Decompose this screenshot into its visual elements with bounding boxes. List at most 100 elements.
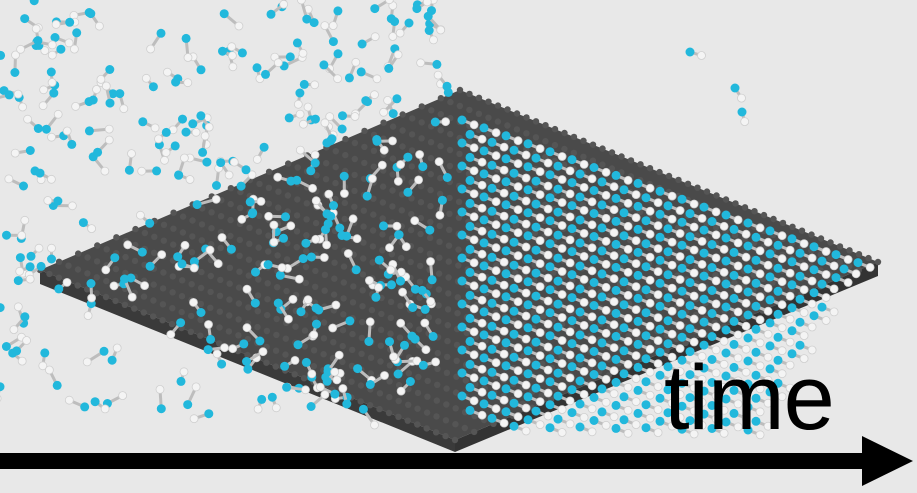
- cyan-atom: [619, 369, 629, 379]
- molecule: [575, 169, 597, 184]
- white-atom: [45, 365, 54, 375]
- cyan-atom: [707, 309, 717, 318]
- cyan-atom: [707, 378, 717, 387]
- white-atom: [414, 175, 424, 185]
- molecule: [457, 207, 479, 222]
- cyan-atom: [501, 269, 511, 279]
- white-atom: [645, 275, 655, 285]
- cyan-atom: [202, 157, 212, 167]
- substrate-atom: [254, 323, 261, 331]
- white-atom: [623, 221, 633, 231]
- molecule: [575, 353, 597, 368]
- cyan-atom: [509, 398, 519, 408]
- white-atom: [71, 102, 80, 111]
- cyan-atom: [545, 170, 555, 180]
- molecule: [699, 271, 721, 286]
- molecule: [809, 288, 831, 302]
- white-atom: [653, 405, 663, 415]
- substrate-atom: [437, 174, 444, 182]
- substrate-atom: [445, 274, 452, 281]
- molecule: [379, 221, 402, 231]
- cyan-atom: [545, 285, 555, 295]
- substrate-atom: [388, 251, 395, 258]
- substrate-atom: [320, 319, 328, 326]
- white-atom: [412, 356, 422, 366]
- cyan-atom: [364, 337, 374, 346]
- cyan-atom: [787, 234, 797, 244]
- molecule: [198, 131, 210, 157]
- cyan-atom: [47, 254, 56, 264]
- cyan-atom: [105, 65, 115, 74]
- molecule: [553, 161, 575, 176]
- cyan-atom: [465, 152, 475, 162]
- white-atom: [521, 242, 531, 252]
- cyan-atom: [655, 301, 665, 311]
- cyan-atom: [479, 261, 489, 271]
- cyan-atom: [787, 280, 797, 290]
- cyan-atom: [567, 270, 577, 280]
- white-atom: [92, 85, 101, 94]
- white-atom: [521, 311, 531, 321]
- substrate-atom: [264, 280, 271, 287]
- white-atom: [499, 349, 509, 359]
- white-atom: [667, 260, 677, 270]
- molecule: [218, 46, 237, 60]
- white-atom: [82, 357, 92, 367]
- molecule: [611, 193, 633, 208]
- cyan-atom: [817, 256, 827, 266]
- substrate-atom: [712, 224, 720, 231]
- cyan-atom: [107, 355, 117, 365]
- white-atom: [183, 53, 193, 62]
- molecule: [641, 285, 663, 300]
- molecule: [384, 50, 403, 73]
- white-atom: [689, 360, 699, 370]
- molecule: [227, 42, 247, 58]
- substrate-atom: [379, 231, 386, 238]
- molecule: [324, 189, 338, 210]
- substrate-atom: [358, 334, 366, 342]
- cyan-atom: [479, 376, 489, 386]
- molecule: [465, 198, 487, 213]
- molecule: [523, 139, 545, 154]
- cyan-atom: [176, 318, 186, 328]
- molecule: [575, 284, 597, 299]
- substrate-atom: [423, 425, 430, 432]
- molecule: [729, 339, 751, 354]
- molecule: [531, 222, 553, 237]
- cyan-atom: [729, 293, 739, 303]
- molecule: [457, 161, 479, 176]
- substrate-atom: [437, 127, 444, 134]
- cyan-atom: [553, 161, 563, 171]
- substrate-atom: [455, 262, 462, 269]
- substrate-atom: [159, 317, 166, 324]
- substrate-atom: [466, 106, 473, 114]
- molecule: [729, 270, 751, 285]
- molecule: [185, 153, 212, 167]
- molecule: [242, 284, 260, 308]
- white-atom: [179, 367, 189, 377]
- white-atom: [521, 334, 531, 344]
- substrate-atom: [360, 255, 367, 262]
- substrate-atom: [255, 228, 263, 235]
- cyan-atom: [370, 4, 380, 14]
- white-atom: [491, 266, 501, 276]
- white-atom: [47, 132, 56, 142]
- cyan-atom: [465, 382, 475, 392]
- cyan-atom: [457, 391, 467, 401]
- white-atom: [799, 285, 809, 295]
- white-atom: [631, 328, 641, 338]
- cyan-atom: [342, 231, 352, 241]
- molecule: [641, 193, 663, 208]
- substrate-atom: [414, 421, 421, 428]
- molecule: [795, 294, 817, 309]
- white-atom: [290, 355, 300, 365]
- molecule: [677, 332, 699, 347]
- molecule: [189, 297, 206, 317]
- substrate-atom: [169, 273, 176, 280]
- substrate-atom: [580, 137, 587, 144]
- cyan-atom: [501, 200, 511, 210]
- cyan-atom: [53, 196, 63, 206]
- substrate-atom: [273, 331, 280, 339]
- substrate-atom: [532, 134, 540, 141]
- cyan-atom: [641, 193, 651, 203]
